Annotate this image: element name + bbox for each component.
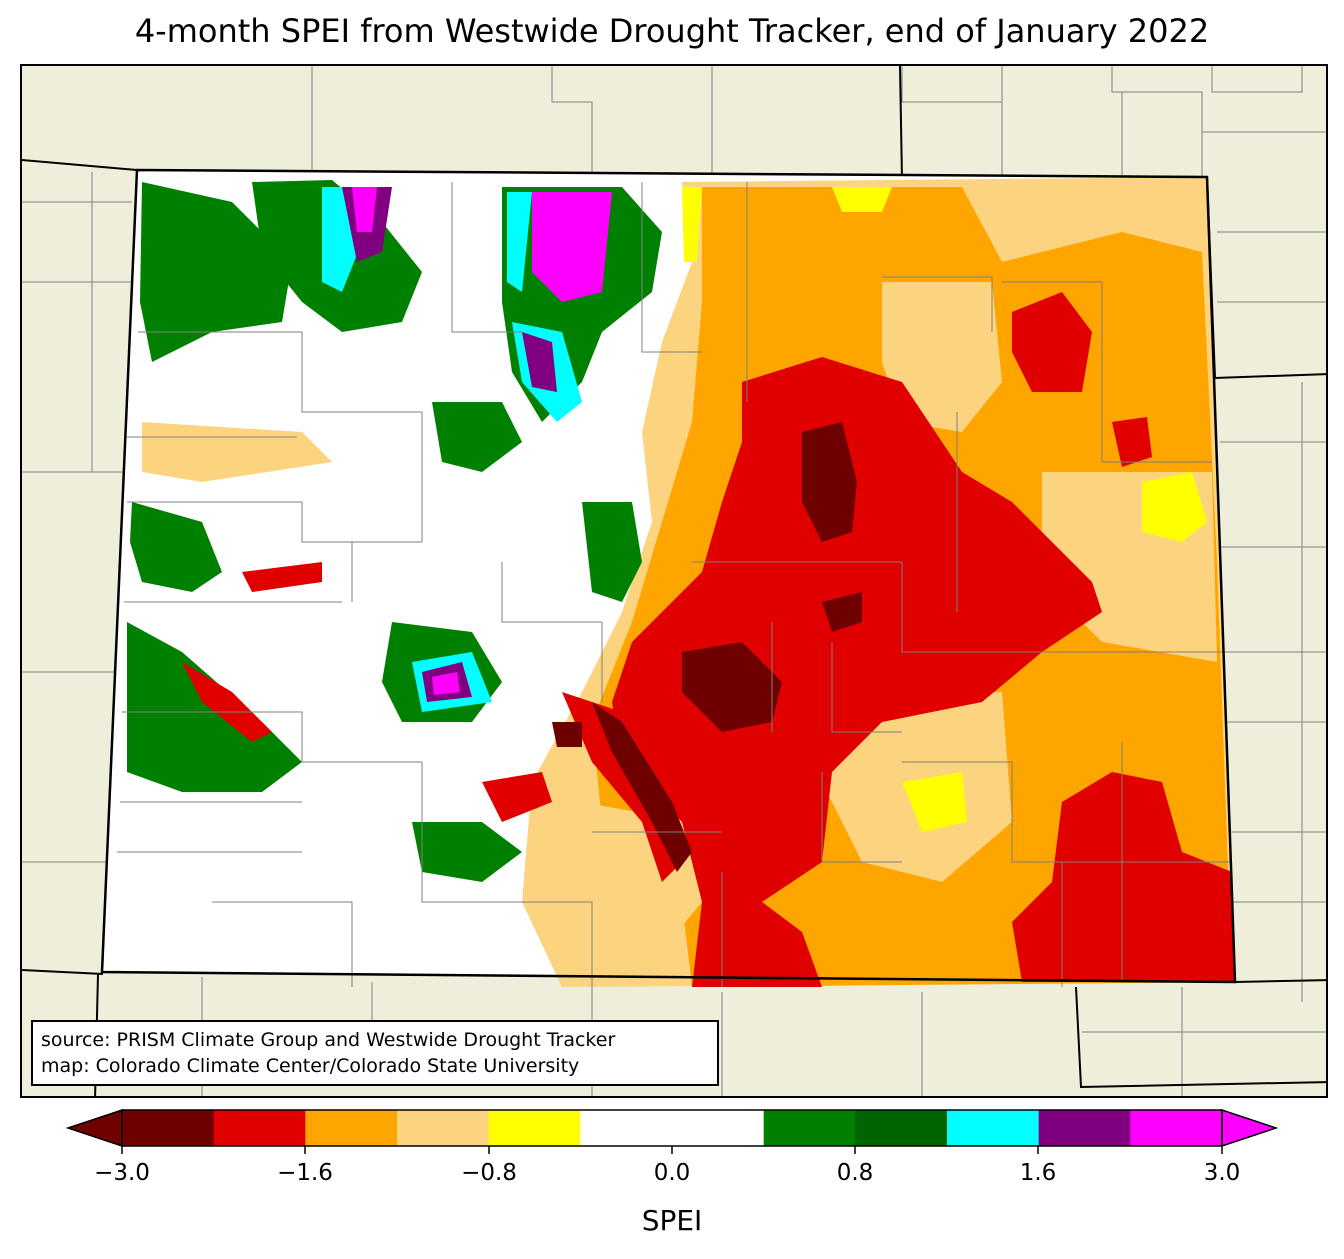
- patch-extreme-dry-5: [552, 722, 582, 747]
- colorbar-bin: [122, 1110, 215, 1146]
- region-severe-dry-se: [1012, 772, 1235, 982]
- patch-wet-purple-2: [522, 332, 557, 392]
- streak-dry-w2: [242, 562, 322, 592]
- colorbar-bin: [213, 1110, 306, 1146]
- patch-severe-dry-s: [692, 902, 822, 987]
- patch-extreme-dry-1: [802, 422, 857, 542]
- patch-extreme-dry-3: [822, 592, 862, 632]
- patch-severe-dry-ne2: [1112, 417, 1152, 467]
- colorbar-bin: [1130, 1110, 1223, 1146]
- patch-abnormal-dry-4: [902, 772, 967, 832]
- spei-map: [22, 66, 1326, 1096]
- colorbar-bin: [947, 1110, 1040, 1146]
- region-wet-s: [412, 822, 522, 882]
- region-wet-c2: [432, 402, 522, 472]
- colorbar-bins: [122, 1110, 1223, 1146]
- region-wet-w1: [130, 502, 222, 592]
- colorbar-tick-label: −3.0: [94, 1160, 150, 1186]
- patch-wet-magenta-2: [352, 187, 377, 232]
- map-frame: [20, 64, 1328, 1098]
- neighbor-county-lines: [22, 66, 1326, 1096]
- colorbar-extend-low: [65, 1108, 123, 1148]
- patch-wet-magenta-1: [532, 192, 612, 302]
- colorbar-svg: [65, 1108, 1279, 1154]
- region-wet-c1: [582, 502, 642, 602]
- colorado-border: [100, 168, 1237, 984]
- region-severe-dry: [612, 357, 1102, 902]
- colorbar-label: SPEI: [641, 1204, 703, 1237]
- colorbar-ticks: [121, 1146, 1223, 1154]
- colorbar-bin: [763, 1110, 856, 1146]
- colorbar-tick-label: −1.6: [277, 1160, 333, 1186]
- patch-extreme-dry-2: [682, 642, 782, 732]
- source-line: source: PRISM Climate Group and Westwide…: [41, 1029, 616, 1051]
- map-credit-line: map: Colorado Climate Center/Colorado St…: [41, 1055, 580, 1077]
- region-wet-nw: [140, 182, 292, 362]
- source-credit-box: source: PRISM Climate Group and Westwide…: [31, 1020, 719, 1086]
- colorbar-bin: [855, 1110, 948, 1146]
- patch-wet-cyan-2: [507, 192, 532, 292]
- streak-dry-w1: [182, 662, 272, 742]
- patch-mild-dry-1: [882, 282, 1002, 432]
- streak-dry-w3: [482, 772, 552, 822]
- patch-extreme-dry-4: [592, 702, 692, 872]
- map-title: 4-month SPEI from Westwide Drought Track…: [134, 12, 1210, 50]
- colorbar-tick-label: 1.6: [1019, 1160, 1057, 1186]
- colorbar-bin: [580, 1110, 673, 1146]
- patch-abnormal-dry-3: [1142, 472, 1207, 542]
- patch-wet-magenta-3: [432, 672, 460, 695]
- band-abnormal-dry-1: [682, 187, 702, 262]
- colorbar-tick-label: 0.8: [836, 1160, 874, 1186]
- colorbar-bin: [488, 1110, 581, 1146]
- colorbar-tick-label: −0.8: [461, 1160, 517, 1186]
- colorbar-tick-label: 3.0: [1203, 1160, 1241, 1186]
- patch-severe-dry-ne: [1012, 292, 1092, 392]
- colorbar-bin: [397, 1110, 490, 1146]
- colorbar-tick-label: 0.0: [653, 1160, 691, 1186]
- colorbar: [60, 1102, 1284, 1166]
- colorado-county-lines: [117, 182, 1232, 987]
- colorbar-bin: [1038, 1110, 1131, 1146]
- colorbar-bin: [672, 1110, 765, 1146]
- colorbar-bin: [305, 1110, 398, 1146]
- band-abnormal-dry-2: [832, 187, 892, 212]
- colorbar-extend-high: [1221, 1108, 1279, 1148]
